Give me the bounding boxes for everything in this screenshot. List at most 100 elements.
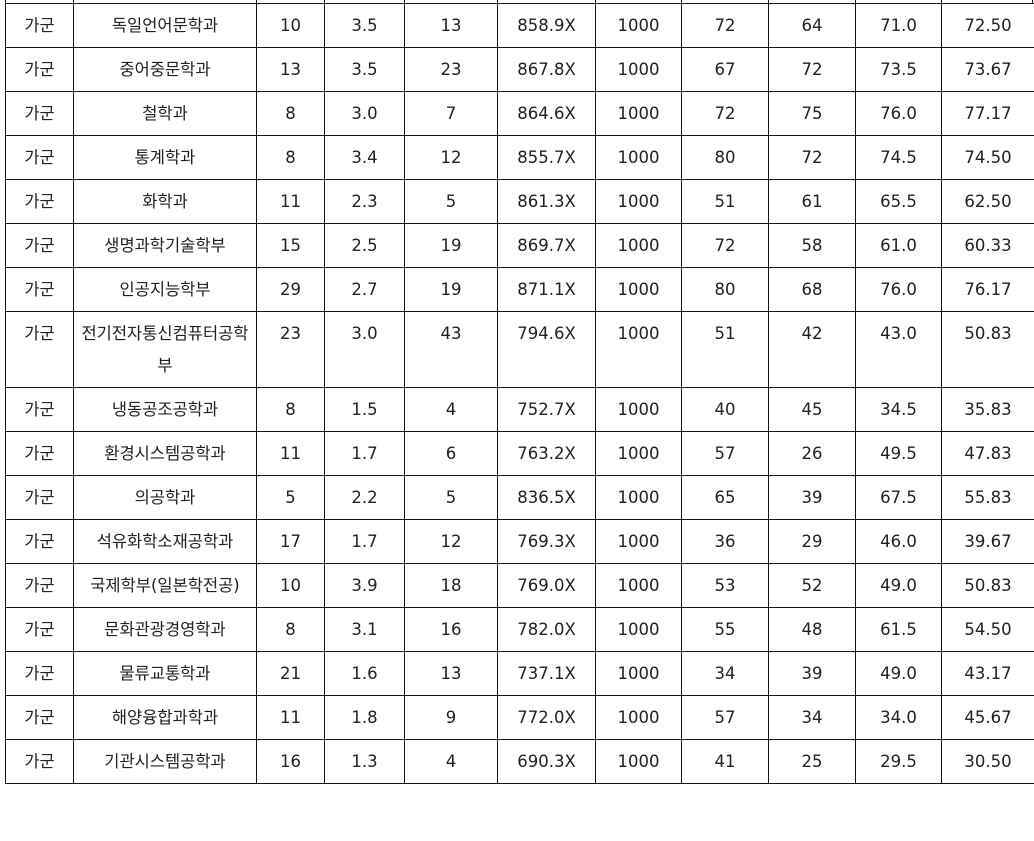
cell-max-score: 1000	[595, 475, 682, 520]
cell-applicants: 5	[404, 179, 498, 224]
cell-ratio: 1.7	[324, 519, 405, 564]
cell-score-c: 61.5	[855, 607, 942, 652]
admission-results-table: 가군 독일언어문학과 10 3.5 13 858.9X 1000 72 64 71.0 72.50 가…	[5, 3, 1034, 784]
table-body: 가군 독일언어문학과 10 3.5 13 858.9X 1000 72 64 71.0 72.50 가…	[5, 3, 1034, 784]
cell-score-b: 29	[768, 519, 856, 564]
cell-quota: 8	[256, 91, 325, 136]
cell-score-ratio: 867.8X	[497, 47, 596, 92]
cell-max-score: 1000	[595, 695, 682, 740]
cell-group: 가군	[5, 311, 74, 388]
cell-department: 문화관광경영학과	[73, 607, 257, 652]
table-row: 가군 석유화학소재공학과 17 1.7 12 769.3X 1000 36 29 46.0 39.6…	[5, 519, 1034, 564]
cell-score-b: 75	[768, 91, 856, 136]
cell-score-ratio: 763.2X	[497, 431, 596, 476]
cell-score-a: 57	[681, 695, 769, 740]
cell-score-avg: 43.17	[941, 651, 1034, 696]
table-row: 가군 중어중문학과 13 3.5 23 867.8X 1000 67 72 73.5 73.67	[5, 47, 1034, 92]
cell-department: 석유화학소재공학과	[73, 519, 257, 564]
cell-ratio: 3.0	[324, 311, 405, 388]
cell-department: 통계학과	[73, 135, 257, 180]
cell-score-ratio: 782.0X	[497, 607, 596, 652]
cell-score-avg: 50.83	[941, 563, 1034, 608]
cell-department: 인공지능학부	[73, 267, 257, 312]
cell-group: 가군	[5, 563, 74, 608]
cell-max-score: 1000	[595, 607, 682, 652]
table-row: 가군 해양융합과학과 11 1.8 9 772.0X 1000 57 34 34.0 45.67	[5, 695, 1034, 740]
cell-department: 철학과	[73, 91, 257, 136]
cell-score-avg: 47.83	[941, 431, 1034, 476]
cell-score-a: 51	[681, 311, 769, 388]
cell-score-b: 42	[768, 311, 856, 388]
cell-applicants: 19	[404, 267, 498, 312]
cell-score-c: 49.0	[855, 563, 942, 608]
cell-score-b: 72	[768, 135, 856, 180]
cell-ratio: 2.2	[324, 475, 405, 520]
cell-quota: 11	[256, 695, 325, 740]
cell-ratio: 3.0	[324, 91, 405, 136]
cell-score-a: 72	[681, 223, 769, 268]
cell-max-score: 1000	[595, 563, 682, 608]
cell-score-avg: 72.50	[941, 3, 1034, 48]
cell-score-b: 72	[768, 47, 856, 92]
cell-score-ratio: 772.0X	[497, 695, 596, 740]
cell-group: 가군	[5, 179, 74, 224]
cell-applicants: 4	[404, 739, 498, 784]
table-row: 가군 통계학과 8 3.4 12 855.7X 1000 80 72 74.5 74.50	[5, 135, 1034, 180]
cell-max-score: 1000	[595, 223, 682, 268]
cell-applicants: 43	[404, 311, 498, 388]
cell-max-score: 1000	[595, 47, 682, 92]
cell-score-avg: 39.67	[941, 519, 1034, 564]
cell-score-ratio: 861.3X	[497, 179, 596, 224]
cell-max-score: 1000	[595, 519, 682, 564]
cell-quota: 11	[256, 431, 325, 476]
cell-score-c: 74.5	[855, 135, 942, 180]
cell-score-a: 80	[681, 267, 769, 312]
cell-max-score: 1000	[595, 387, 682, 432]
cell-applicants: 19	[404, 223, 498, 268]
cell-score-b: 48	[768, 607, 856, 652]
cell-ratio: 2.5	[324, 223, 405, 268]
table-row: 가군 전기전자통신컴퓨터공학부 23 3.0 43 794.6X 1000 51 42 43.0 5…	[5, 311, 1034, 388]
cell-quota: 29	[256, 267, 325, 312]
table-row: 가군 화학과 11 2.3 5 861.3X 1000 51 61 65.5 62.50	[5, 179, 1034, 224]
cell-department: 물류교통학과	[73, 651, 257, 696]
cell-applicants: 12	[404, 135, 498, 180]
cell-applicants: 16	[404, 607, 498, 652]
cell-department: 중어중문학과	[73, 47, 257, 92]
cell-quota: 11	[256, 179, 325, 224]
cell-ratio: 1.3	[324, 739, 405, 784]
cell-score-avg: 77.17	[941, 91, 1034, 136]
cell-score-c: 65.5	[855, 179, 942, 224]
cell-quota: 10	[256, 3, 325, 48]
cell-score-a: 36	[681, 519, 769, 564]
cell-max-score: 1000	[595, 311, 682, 388]
table-row: 가군 국제학부(일본학전공) 10 3.9 18 769.0X 1000 53 52 49.0 50…	[5, 563, 1034, 608]
table-row: 가군 독일언어문학과 10 3.5 13 858.9X 1000 72 64 71.0 72.50	[5, 3, 1034, 48]
cell-score-b: 45	[768, 387, 856, 432]
cell-department: 해양융합과학과	[73, 695, 257, 740]
cell-applicants: 23	[404, 47, 498, 92]
cell-max-score: 1000	[595, 431, 682, 476]
cell-group: 가군	[5, 519, 74, 564]
cell-quota: 8	[256, 135, 325, 180]
cell-score-b: 61	[768, 179, 856, 224]
cell-quota: 5	[256, 475, 325, 520]
cell-score-a: 34	[681, 651, 769, 696]
cell-score-c: 29.5	[855, 739, 942, 784]
cell-group: 가군	[5, 651, 74, 696]
cell-score-avg: 55.83	[941, 475, 1034, 520]
cell-max-score: 1000	[595, 179, 682, 224]
cell-score-c: 67.5	[855, 475, 942, 520]
cell-max-score: 1000	[595, 267, 682, 312]
cell-score-c: 49.0	[855, 651, 942, 696]
cell-applicants: 6	[404, 431, 498, 476]
cell-score-avg: 62.50	[941, 179, 1034, 224]
cell-department: 의공학과	[73, 475, 257, 520]
table-row: 가군 냉동공조공학과 8 1.5 4 752.7X 1000 40 45 34.5 35.83	[5, 387, 1034, 432]
table-row: 가군 의공학과 5 2.2 5 836.5X 1000 65 39 67.5 55.83	[5, 475, 1034, 520]
cell-group: 가군	[5, 135, 74, 180]
cell-score-ratio: 752.7X	[497, 387, 596, 432]
cell-score-avg: 45.67	[941, 695, 1034, 740]
cell-quota: 8	[256, 387, 325, 432]
cell-score-c: 76.0	[855, 91, 942, 136]
